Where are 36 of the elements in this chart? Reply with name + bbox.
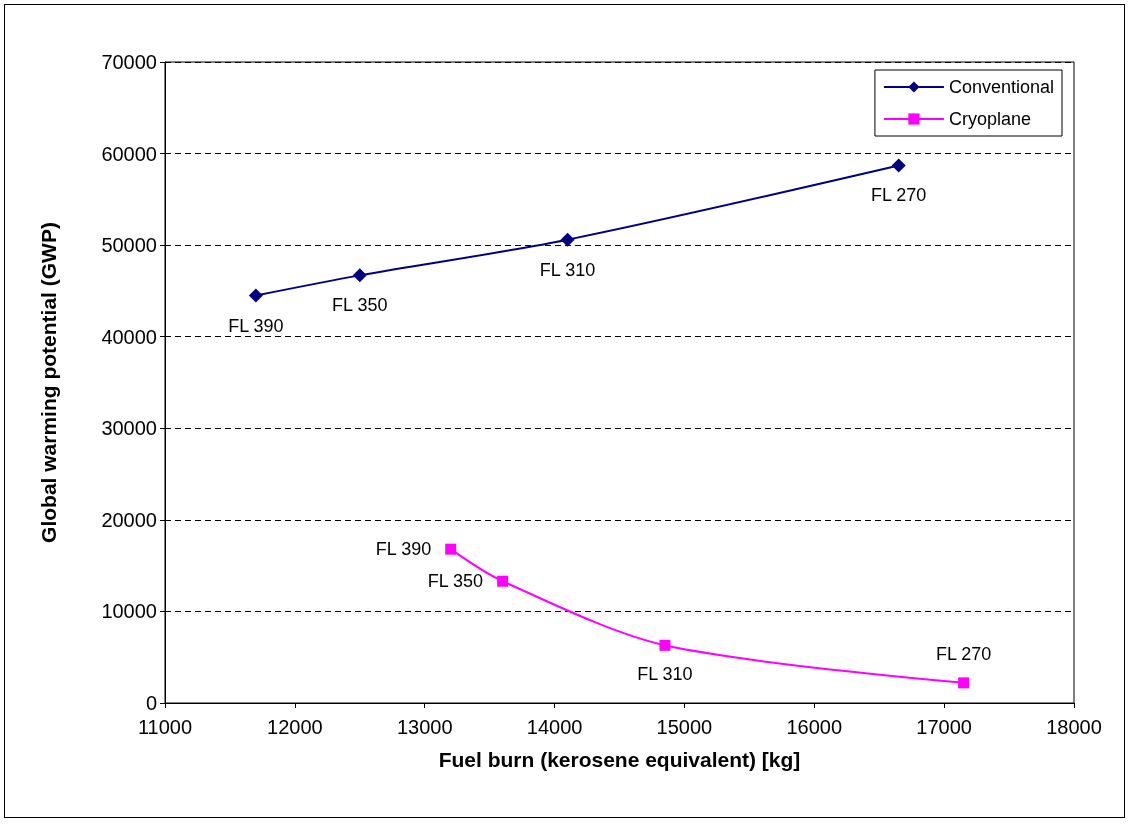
x-tick-label: 13000 xyxy=(396,716,453,738)
x-tick-label: 17000 xyxy=(916,716,972,738)
x-tick-label: 15000 xyxy=(656,716,713,738)
point xyxy=(497,575,509,587)
x-tick-label: 16000 xyxy=(786,716,843,738)
y-axis-title: Global warming potential (GWP) xyxy=(37,222,60,543)
legend-label: Cryoplane xyxy=(948,109,1031,129)
data-label: FL 390 xyxy=(228,315,284,336)
point xyxy=(958,677,970,689)
point xyxy=(248,288,263,303)
point xyxy=(659,639,671,651)
y-tick-label: 60000 xyxy=(101,142,157,165)
data-label: FL 390 xyxy=(375,539,432,560)
x-tick-label: 18000 xyxy=(1046,716,1102,738)
y-tick-label: 10000 xyxy=(101,600,157,623)
y-tick-label: 70000 xyxy=(101,51,157,73)
y-tick-label: 40000 xyxy=(101,325,157,348)
data-label: FL 350 xyxy=(427,571,484,592)
data-label: FL 350 xyxy=(332,295,388,316)
x-tick-label: 12000 xyxy=(267,716,323,738)
point xyxy=(560,232,575,247)
point xyxy=(891,158,906,173)
data-label: FL 310 xyxy=(539,259,596,280)
point xyxy=(445,543,457,555)
y-tick-label: 50000 xyxy=(101,234,157,257)
data-label: FL 310 xyxy=(637,663,693,684)
y-tick-label: 20000 xyxy=(101,508,157,531)
y-tick-label: 0 xyxy=(145,692,157,714)
x-axis-title: Fuel burn (kerosene equivalent) [kg] xyxy=(438,748,801,771)
data-label: FL 270 xyxy=(871,185,927,206)
x-tick-label: 14000 xyxy=(526,716,583,738)
point xyxy=(352,268,367,283)
y-tick-label: 30000 xyxy=(101,417,157,440)
x-tick-label: 11000 xyxy=(137,716,193,738)
legend-label: Conventional xyxy=(948,77,1054,97)
data-label: FL 270 xyxy=(935,644,992,665)
